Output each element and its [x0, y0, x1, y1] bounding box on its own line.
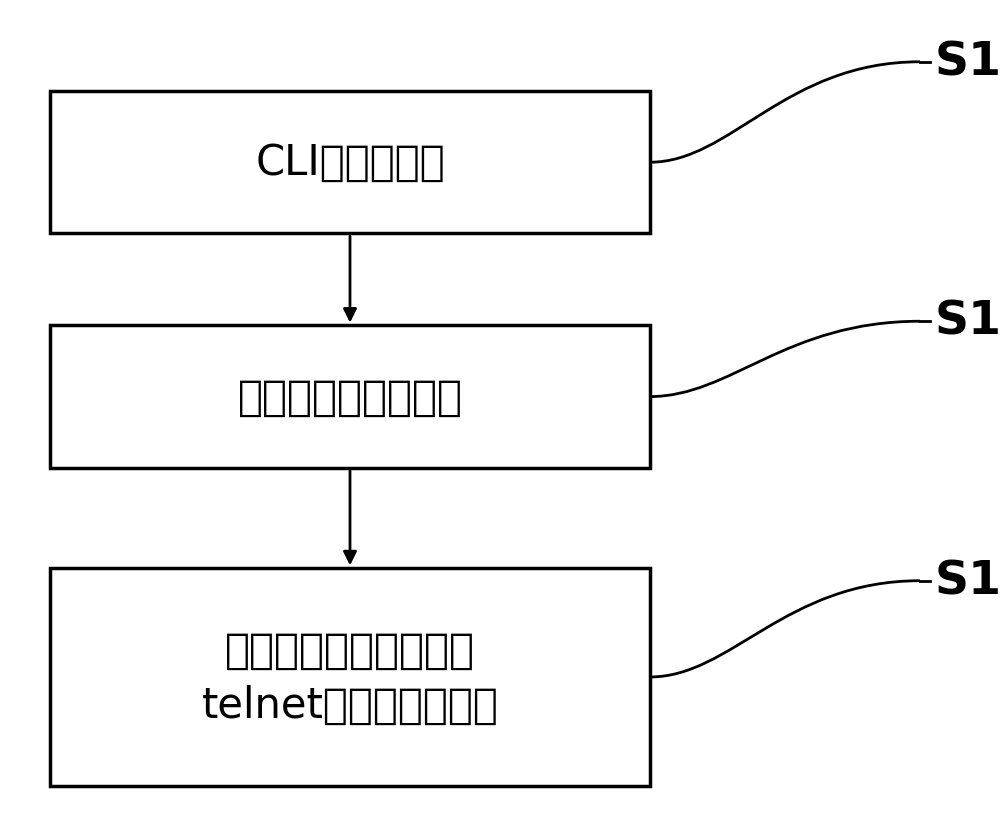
FancyBboxPatch shape — [50, 92, 650, 234]
Text: S11: S11 — [935, 40, 1000, 85]
FancyBboxPatch shape — [50, 326, 650, 468]
Text: S13: S13 — [935, 558, 1000, 604]
Text: 串口参数信息初始化和
telnet参数信息初始化: 串口参数信息初始化和 telnet参数信息初始化 — [202, 629, 498, 726]
Text: S12: S12 — [935, 299, 1000, 344]
Text: CLI组件初始化: CLI组件初始化 — [255, 142, 445, 184]
Text: 命令参数结构初始化: 命令参数结构初始化 — [238, 376, 462, 418]
FancyBboxPatch shape — [50, 568, 650, 786]
